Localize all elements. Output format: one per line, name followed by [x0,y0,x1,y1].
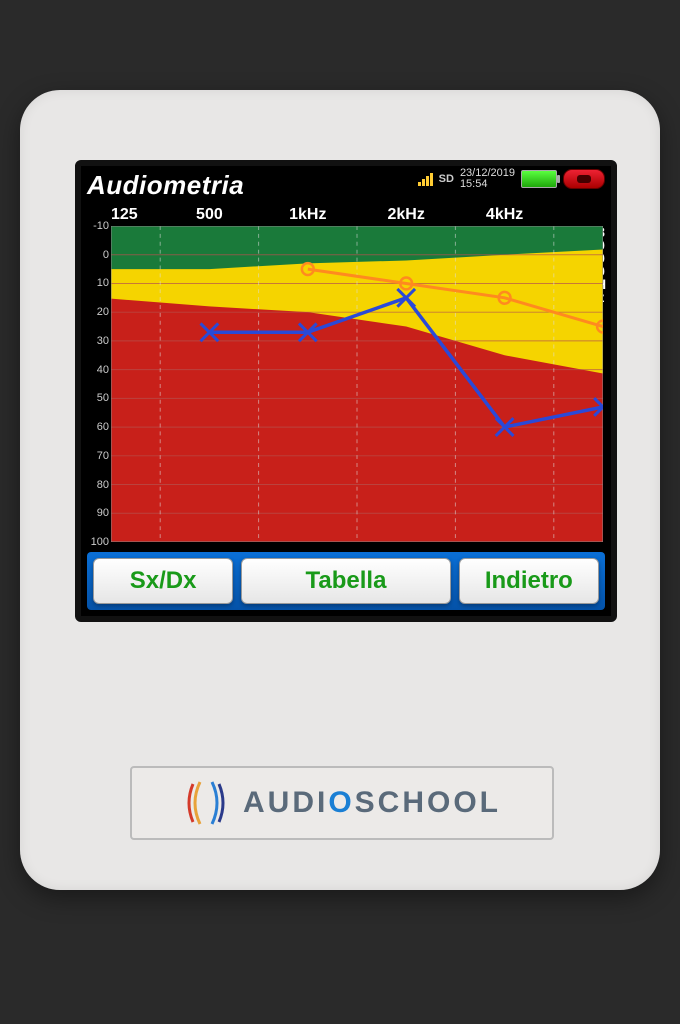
record-indicator-icon [563,169,605,189]
chart-svg [111,226,603,542]
indietro-button[interactable]: Indietro [459,558,599,604]
y-tick-label: 30 [97,335,109,347]
battery-icon [521,170,557,188]
x-axis-labels: 125 500 1kHz 2kHz 4kHz [111,206,603,226]
device-bezel: Audiometria SD 23/12/2019 15:54 1255001k… [20,90,660,890]
brand-text-post: SCHOOL [355,786,501,819]
y-tick-label: 50 [97,392,109,404]
y-tick-label: 40 [97,364,109,376]
brand-text-pre: AUDI [243,786,328,819]
button-bar: Sx/Dx Tabella Indietro [87,552,605,610]
y-tick-label: 70 [97,450,109,462]
brand-logo-icon [183,780,229,826]
status-bar: SD 23/12/2019 15:54 [418,168,605,190]
y-tick-label: -10 [93,220,109,232]
tabella-button[interactable]: Tabella [241,558,450,604]
x-tick-label: 4kHz [486,206,523,224]
x-tick-label: 500 [196,206,223,224]
brand-plate: AUDIOSCHOOL [130,766,554,840]
y-tick-label: 0 [103,249,109,261]
y-tick-label: 100 [91,536,109,548]
sx-dx-button[interactable]: Sx/Dx [93,558,233,604]
chart-plot-area [111,226,603,542]
audiogram-chart: 1255001kHz2kHz4kHz 8000Hz -1001020304050… [85,206,607,546]
sd-card-icon: SD [439,173,454,185]
y-tick-label: 10 [97,277,109,289]
signal-icon [418,172,433,186]
y-tick-label: 20 [97,306,109,318]
y-tick-label: 90 [97,507,109,519]
brand-text: AUDIOSCHOOL [243,786,501,820]
x-tick-label: 125 [111,206,138,224]
y-tick-label: 60 [97,421,109,433]
lcd-screen: Audiometria SD 23/12/2019 15:54 1255001k… [75,160,617,622]
x-tick-label: 1kHz [289,206,326,224]
brand-text-o: O [328,786,354,819]
y-tick-label: 80 [97,479,109,491]
page-title: Audiometria [87,170,244,201]
datetime: 23/12/2019 15:54 [460,168,515,190]
time-text: 15:54 [460,179,515,190]
x-tick-label: 2kHz [388,206,425,224]
screen-header: Audiometria SD 23/12/2019 15:54 [81,166,611,204]
y-axis-labels: -100102030405060708090100 [85,226,111,542]
